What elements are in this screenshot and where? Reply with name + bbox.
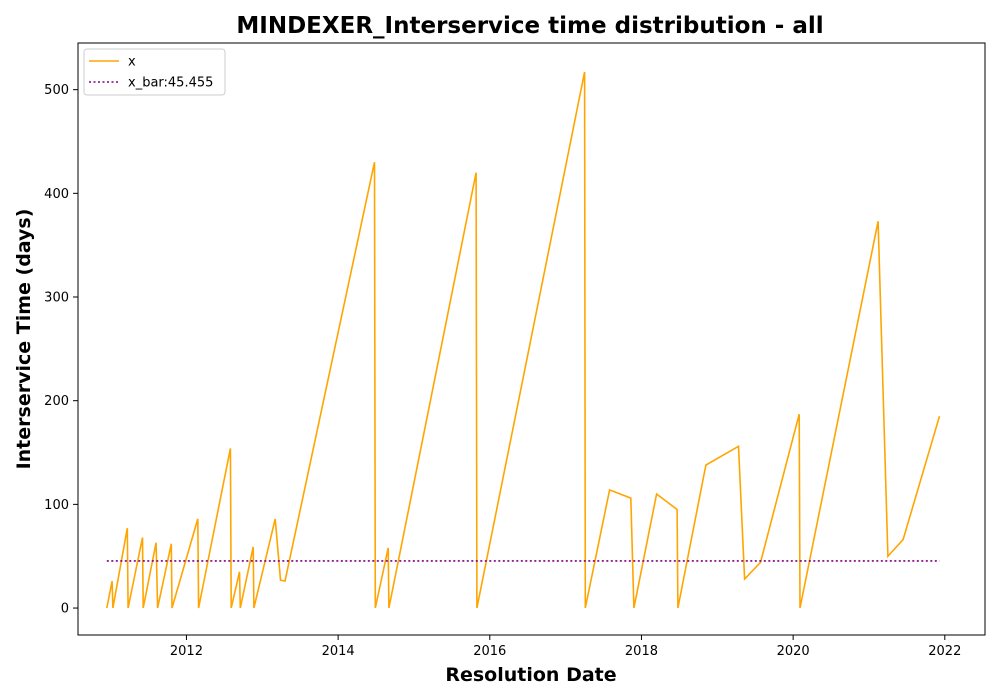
- plot-area: 2012 2014 2016 2018 2020 2022 0 100 200 300 400 500: [44, 42, 986, 659]
- y-tick-label: 0: [61, 602, 69, 617]
- legend-label-0: x: [128, 55, 136, 70]
- x-tick-label: 2014: [322, 644, 355, 659]
- y-tick-label: 200: [44, 394, 69, 409]
- x-tick-label: 2022: [928, 644, 961, 659]
- y-tick-label: 400: [44, 187, 69, 202]
- x-axis-label: Resolution Date: [445, 664, 616, 686]
- x-tick-label: 2016: [473, 644, 506, 659]
- series-line-0: [106, 71, 941, 609]
- x-tick-label: 2018: [625, 644, 658, 659]
- x-tick-label: 2020: [777, 644, 810, 659]
- legend-box: [83, 48, 226, 96]
- y-tick-label: 100: [44, 498, 69, 513]
- x-tick-label: 2012: [170, 644, 203, 659]
- legend: x x_bar:45.455: [83, 48, 226, 96]
- plot-frame: [77, 42, 986, 636]
- y-tick-label: 300: [44, 291, 69, 306]
- legend-label-1: x_bar:45.455: [128, 76, 213, 91]
- chart-title: MINDEXER_Interservice time distribution …: [236, 13, 823, 39]
- y-tick-label: 500: [44, 83, 69, 98]
- y-axis-label: Interservice Time (days): [13, 209, 35, 470]
